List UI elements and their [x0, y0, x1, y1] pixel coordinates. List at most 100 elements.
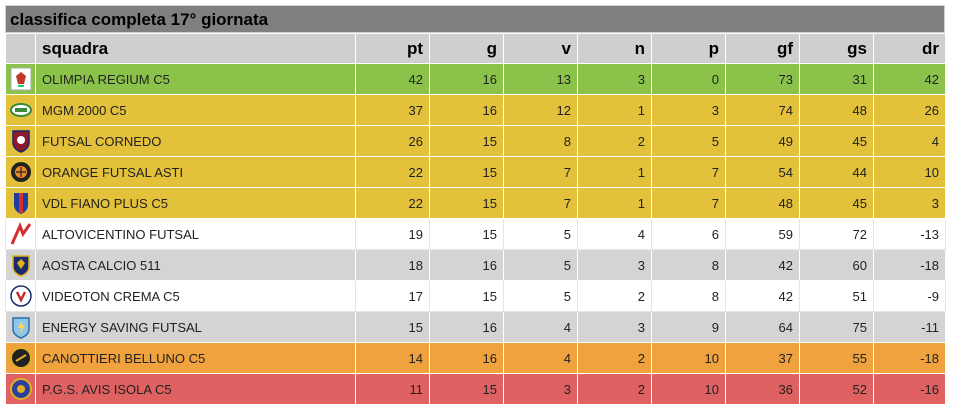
- mgm-2000-logo-icon: [9, 98, 32, 122]
- cell-dr: -18: [873, 342, 946, 374]
- team-name[interactable]: MGM 2000 C5: [35, 94, 356, 126]
- cell-n: 4: [577, 218, 652, 250]
- cell-p: 10: [651, 342, 726, 374]
- cell-p: 0: [651, 63, 726, 95]
- cell-g: 15: [429, 373, 504, 405]
- cell-pt: 26: [355, 125, 430, 157]
- team-name[interactable]: ALTOVICENTINO FUTSAL: [35, 218, 356, 250]
- cell-pt: 15: [355, 311, 430, 343]
- standings-table: squadra pt g v n p gf gs dr OLIMPIA REGI…: [5, 33, 946, 405]
- header-p[interactable]: p: [651, 33, 726, 64]
- team-name[interactable]: CANOTTIERI BELLUNO C5: [35, 342, 356, 374]
- team-logo-cell: [5, 94, 36, 126]
- standings-widget: classifica completa 17° giornata squadra…: [5, 5, 946, 405]
- cell-dr: -18: [873, 249, 946, 281]
- team-name[interactable]: ENERGY SAVING FUTSAL: [35, 311, 356, 343]
- header-pt[interactable]: pt: [355, 33, 430, 64]
- cell-gf: 48: [725, 187, 800, 219]
- aosta-calcio-logo-icon: [10, 253, 32, 277]
- cell-g: 15: [429, 280, 504, 312]
- table-row-7: AOSTA CALCIO 511 18 16 5 3 8 42 60 -18: [5, 249, 946, 281]
- cell-p: 7: [651, 156, 726, 188]
- table-row-5: VDL FIANO PLUS C5 22 15 7 1 7 48 45 3: [5, 187, 946, 219]
- header-n[interactable]: n: [577, 33, 652, 64]
- team-name[interactable]: P.G.S. AVIS ISOLA C5: [35, 373, 356, 405]
- cell-dr: -9: [873, 280, 946, 312]
- team-logo-cell: [5, 280, 36, 312]
- cell-gs: 45: [799, 125, 874, 157]
- header-gs[interactable]: gs: [799, 33, 874, 64]
- cell-p: 6: [651, 218, 726, 250]
- futsal-cornedo-logo-icon: [10, 129, 32, 153]
- header-gf[interactable]: gf: [725, 33, 800, 64]
- cell-gs: 51: [799, 280, 874, 312]
- header-v[interactable]: v: [503, 33, 578, 64]
- table-row-4: ORANGE FUTSAL ASTI 22 15 7 1 7 54 44 10: [5, 156, 946, 188]
- cell-gf: 36: [725, 373, 800, 405]
- cell-pt: 22: [355, 156, 430, 188]
- cell-dr: 3: [873, 187, 946, 219]
- cell-dr: 10: [873, 156, 946, 188]
- table-row-10: CANOTTIERI BELLUNO C5 14 16 4 2 10 37 55…: [5, 342, 946, 374]
- cell-g: 15: [429, 156, 504, 188]
- cell-dr: -13: [873, 218, 946, 250]
- cell-n: 1: [577, 187, 652, 219]
- header-squadra[interactable]: squadra: [35, 33, 356, 64]
- cell-p: 8: [651, 249, 726, 281]
- olimpia-regium-logo-icon: [10, 67, 32, 91]
- team-logo-cell: [5, 125, 36, 157]
- team-logo-cell: [5, 249, 36, 281]
- cell-gf: 54: [725, 156, 800, 188]
- cell-v: 3: [503, 373, 578, 405]
- cell-v: 7: [503, 156, 578, 188]
- cell-n: 3: [577, 249, 652, 281]
- cell-pt: 14: [355, 342, 430, 374]
- team-name[interactable]: AOSTA CALCIO 511: [35, 249, 356, 281]
- cell-gf: 37: [725, 342, 800, 374]
- cell-p: 3: [651, 94, 726, 126]
- header-g[interactable]: g: [429, 33, 504, 64]
- cell-gs: 72: [799, 218, 874, 250]
- team-name[interactable]: FUTSAL CORNEDO: [35, 125, 356, 157]
- cell-dr: -16: [873, 373, 946, 405]
- team-name[interactable]: OLIMPIA REGIUM C5: [35, 63, 356, 95]
- cell-g: 16: [429, 311, 504, 343]
- cell-dr: 4: [873, 125, 946, 157]
- videoton-crema-logo-icon: [9, 284, 32, 308]
- cell-gf: 49: [725, 125, 800, 157]
- cell-gf: 73: [725, 63, 800, 95]
- team-name[interactable]: ORANGE FUTSAL ASTI: [35, 156, 356, 188]
- cell-pt: 18: [355, 249, 430, 281]
- table-row-8: VIDEOTON CREMA C5 17 15 5 2 8 42 51 -9: [5, 280, 946, 312]
- cell-dr: 42: [873, 63, 946, 95]
- cell-gs: 55: [799, 342, 874, 374]
- table-row-6: ALTOVICENTINO FUTSAL 19 15 5 4 6 59 72 -…: [5, 218, 946, 250]
- cell-v: 12: [503, 94, 578, 126]
- cell-p: 7: [651, 187, 726, 219]
- cell-pt: 19: [355, 218, 430, 250]
- cell-gs: 44: [799, 156, 874, 188]
- header-dr[interactable]: dr: [873, 33, 946, 64]
- cell-gf: 59: [725, 218, 800, 250]
- cell-g: 15: [429, 218, 504, 250]
- table-row-3: FUTSAL CORNEDO 26 15 8 2 5 49 45 4: [5, 125, 946, 157]
- team-name[interactable]: VIDEOTON CREMA C5: [35, 280, 356, 312]
- team-logo-cell: [5, 311, 36, 343]
- team-name[interactable]: VDL FIANO PLUS C5: [35, 187, 356, 219]
- cell-g: 16: [429, 94, 504, 126]
- energy-saving-logo-icon: [10, 315, 32, 339]
- cell-gs: 45: [799, 187, 874, 219]
- orange-futsal-asti-logo-icon: [10, 160, 32, 184]
- cell-gs: 31: [799, 63, 874, 95]
- team-logo-cell: [5, 218, 36, 250]
- cell-n: 1: [577, 94, 652, 126]
- cell-n: 3: [577, 63, 652, 95]
- cell-gf: 42: [725, 249, 800, 281]
- header-logo: [5, 33, 36, 64]
- table-row-1: OLIMPIA REGIUM C5 42 16 13 3 0 73 31 42: [5, 63, 946, 95]
- team-logo-cell: [5, 63, 36, 95]
- vdl-fiano-plus-logo-icon: [10, 191, 32, 215]
- cell-n: 2: [577, 342, 652, 374]
- altovicentino-logo-icon: [10, 222, 32, 246]
- cell-n: 3: [577, 311, 652, 343]
